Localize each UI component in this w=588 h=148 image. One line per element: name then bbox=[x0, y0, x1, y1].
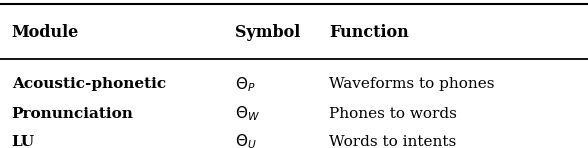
Text: Waveforms to phones: Waveforms to phones bbox=[329, 77, 495, 91]
Text: LU: LU bbox=[12, 135, 35, 148]
Text: Pronunciation: Pronunciation bbox=[12, 107, 133, 121]
Text: Function: Function bbox=[329, 24, 409, 41]
Text: Acoustic-phonetic: Acoustic-phonetic bbox=[12, 77, 166, 91]
Text: $\Theta_W$: $\Theta_W$ bbox=[235, 105, 260, 123]
Text: Symbol: Symbol bbox=[235, 24, 300, 41]
Text: $\Theta_P$: $\Theta_P$ bbox=[235, 75, 256, 94]
Text: Module: Module bbox=[12, 24, 79, 41]
Text: Phones to words: Phones to words bbox=[329, 107, 457, 121]
Text: $\Theta_U$: $\Theta_U$ bbox=[235, 133, 257, 148]
Text: Words to intents: Words to intents bbox=[329, 135, 456, 148]
